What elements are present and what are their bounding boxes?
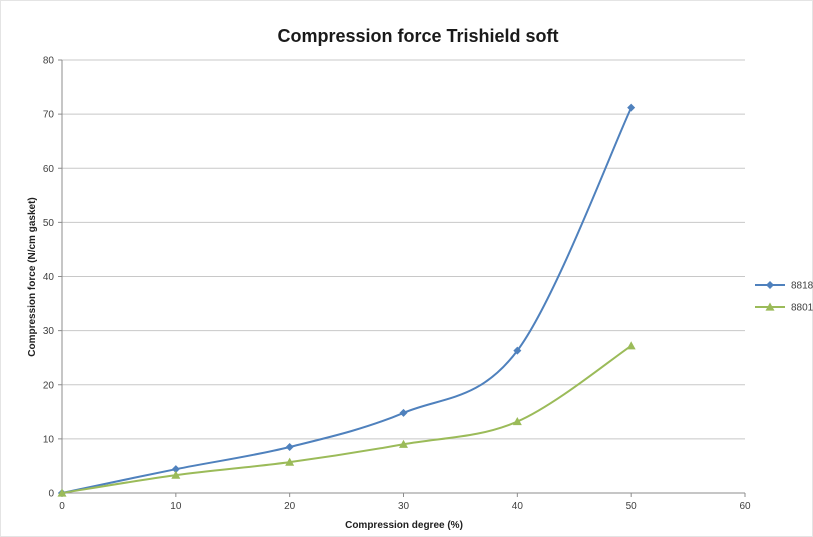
x-tick-label: 30: [398, 501, 410, 512]
data-point-8818: [171, 465, 180, 474]
legend-item-8818: 8818: [755, 281, 813, 292]
series-layer: [57, 103, 636, 497]
x-tick-label: 0: [59, 501, 65, 512]
x-tick-label: 50: [626, 501, 638, 512]
series-line-8801: [61, 344, 632, 494]
data-point-8801: [285, 457, 295, 466]
data-point-8801: [512, 417, 522, 426]
x-tick-label: 40: [512, 501, 524, 512]
data-point-8801: [626, 341, 636, 350]
y-tick-label: 10: [43, 434, 55, 445]
data-point-8801: [171, 470, 181, 479]
data-point-8801: [57, 488, 67, 497]
legend-label: 8801: [791, 303, 813, 314]
legend-label: 8818: [791, 281, 813, 292]
data-point-8818: [513, 346, 522, 355]
gridlines: [62, 59, 745, 440]
y-tick-label: 20: [43, 380, 55, 391]
data-point-8801: [399, 439, 408, 448]
x-tick-label: 20: [284, 501, 296, 512]
x-tick-label: 10: [170, 501, 182, 512]
chart-title: Compression force Trishield soft: [277, 26, 558, 46]
y-tick-label: 50: [43, 218, 55, 229]
x-tick-label: 60: [739, 501, 751, 512]
y-tick-label: 80: [43, 56, 55, 67]
legend-marker: [766, 281, 774, 289]
series-8801: [57, 341, 636, 497]
y-tick-label: 40: [43, 272, 55, 283]
data-point-8818: [627, 103, 636, 112]
y-tick-label: 30: [43, 326, 55, 337]
y-tick-label: 70: [43, 110, 55, 121]
legend: 8818 8801: [755, 281, 813, 314]
x-axis-title: Compression degree (%): [345, 520, 463, 531]
y-tick-label: 0: [48, 489, 54, 500]
y-tick-label: 60: [43, 164, 55, 175]
data-point-8818: [399, 408, 408, 417]
data-point-8818: [285, 442, 294, 451]
legend-item-8801: 8801: [755, 302, 813, 314]
legend-marker: [765, 302, 775, 311]
y-axis-title: Compression force (N/cm gasket): [27, 197, 38, 357]
